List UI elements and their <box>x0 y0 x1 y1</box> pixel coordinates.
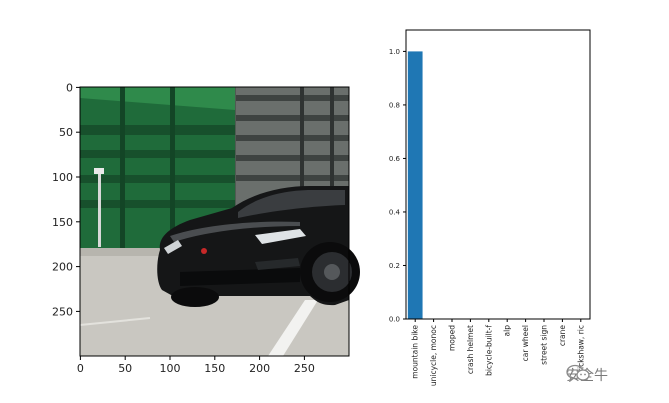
image-y-tick-label: 150 <box>52 216 73 229</box>
image-panel: 0 50 100 150 200 250 0 50 100 150 200 25… <box>52 81 360 375</box>
x-tick-label: car wheel <box>521 325 530 361</box>
x-tick-label: street sign <box>540 325 549 365</box>
watermark: 安全牛 <box>566 364 608 386</box>
y-tick-label: 0.6 <box>389 155 401 163</box>
image-y-axis <box>76 86 80 312</box>
image-x-tick-label: 200 <box>249 362 270 375</box>
x-tick-label: rickshaw, ric <box>576 325 585 372</box>
x-tick-label: crash helmet <box>466 325 475 374</box>
x-tick-label: alp <box>503 325 512 337</box>
image-y-tick-label: 0 <box>66 81 73 94</box>
x-tick-label: crane <box>558 325 567 347</box>
chart-axes-frame <box>405 29 591 320</box>
x-tick-label: bicycle-built-f <box>484 325 493 376</box>
y-tick-label: 0.0 <box>389 316 400 324</box>
bar-chart: 0.0 0.2 0.4 0.6 0.8 1.0 mountain bike unicycle,… <box>389 29 591 386</box>
y-tick-label: 0.8 <box>389 101 400 109</box>
wechat-icon <box>566 364 590 382</box>
y-tick-label: 1.0 <box>389 48 400 56</box>
image-y-tick-label: 200 <box>52 261 73 274</box>
image-y-tick-label: 50 <box>59 126 73 139</box>
y-tick-label: 0.2 <box>389 262 400 270</box>
bar <box>407 51 423 319</box>
car-photo <box>79 87 360 356</box>
image-x-tick-label: 0 <box>77 362 84 375</box>
image-x-tick-label: 150 <box>204 362 225 375</box>
image-x-axis <box>79 356 305 360</box>
x-tick-label: mountain bike <box>411 325 420 379</box>
image-y-tick-label: 100 <box>52 171 73 184</box>
image-x-tick-label: 250 <box>294 362 315 375</box>
image-x-tick-label: 50 <box>118 362 132 375</box>
image-x-tick-label: 100 <box>160 362 181 375</box>
x-tick-label: unicycle, monoc <box>429 325 438 386</box>
y-tick-label: 0.4 <box>389 208 401 216</box>
image-y-tick-label: 250 <box>52 305 73 318</box>
x-tick-label: moped <box>448 325 457 351</box>
